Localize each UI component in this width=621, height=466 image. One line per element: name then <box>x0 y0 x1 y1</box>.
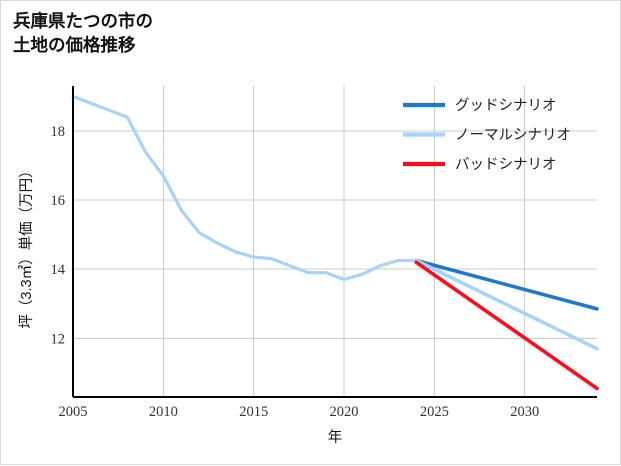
x-tick-label: 2005 <box>59 404 88 420</box>
chart-title-line-2: 土地の価格推移 <box>13 34 136 55</box>
series-line-normal <box>71 94 418 282</box>
chart-title: 兵庫県たつの市の 土地の価格推移 <box>13 10 443 57</box>
y-tick-label: 16 <box>51 193 66 209</box>
series-lines <box>71 94 599 391</box>
x-axis-title: 年 <box>328 429 343 446</box>
x-tick-label: 2030 <box>510 404 539 420</box>
chart-title-line-1: 兵庫県たつの市の <box>13 11 153 31</box>
legend-label: バッドシナリオ <box>455 157 557 173</box>
y-tick-label: 18 <box>51 124 66 140</box>
x-tick-label: 2015 <box>239 404 268 420</box>
axis-lines <box>71 86 597 399</box>
series-line-good <box>414 258 599 311</box>
series-line-normal <box>414 258 599 351</box>
y-axis-title: 坪（3.3㎡）単価（万円） <box>18 163 35 328</box>
y-tick-labels: 12 14 16 18 <box>51 124 66 347</box>
series-line-bad <box>414 260 599 391</box>
y-tick-label: 14 <box>51 262 66 278</box>
gridlines <box>72 86 597 397</box>
y-tick-label: 12 <box>51 331 66 347</box>
x-tick-label: 2020 <box>330 404 359 420</box>
legend-label: グッドシナリオ <box>455 97 557 114</box>
x-tick-label: 2025 <box>420 404 449 420</box>
x-tick-label: 2010 <box>149 404 178 420</box>
x-tick-labels: 2005 2010 2015 2020 2025 2030 <box>59 404 540 420</box>
legend-label: ノーマルシナリオ <box>455 128 571 144</box>
